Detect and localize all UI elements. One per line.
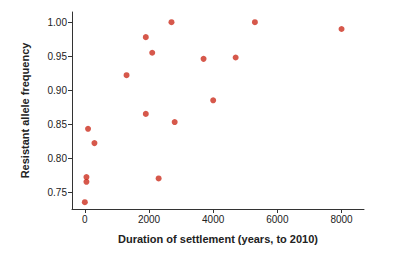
svg-text:0.90: 0.90 [48, 85, 68, 96]
svg-text:2000: 2000 [138, 214, 161, 225]
svg-text:Resistant allele frequency: Resistant allele frequency [19, 42, 31, 179]
svg-text:0.80: 0.80 [48, 153, 68, 164]
svg-text:6000: 6000 [266, 214, 289, 225]
svg-text:Duration of settlement (years,: Duration of settlement (years, to 2010) [118, 233, 318, 245]
svg-text:0.75: 0.75 [48, 187, 68, 198]
svg-text:4000: 4000 [202, 214, 225, 225]
svg-text:1.00: 1.00 [48, 17, 68, 28]
svg-text:8000: 8000 [330, 214, 353, 225]
svg-text:0: 0 [82, 214, 88, 225]
svg-text:0.95: 0.95 [48, 51, 68, 62]
svg-text:0.85: 0.85 [48, 119, 68, 130]
